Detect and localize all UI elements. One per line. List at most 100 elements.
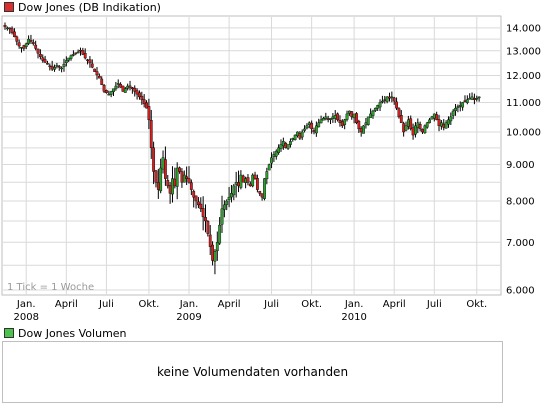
candle-body <box>324 116 328 119</box>
candle-body <box>100 78 104 85</box>
candle-body <box>251 174 255 187</box>
candle-body <box>388 96 391 99</box>
candle-body <box>281 141 285 147</box>
candle-body <box>225 200 229 205</box>
candle-body <box>197 201 200 206</box>
candle-body <box>10 28 14 34</box>
y-tick-label: 10.000 <box>506 127 541 138</box>
candle-body <box>145 102 148 109</box>
candle-body <box>149 120 153 149</box>
candle-body <box>38 53 42 57</box>
candle-body <box>140 95 144 100</box>
candle-body <box>138 92 141 98</box>
candle-body <box>109 91 113 95</box>
candle-body <box>329 118 332 120</box>
candle-body <box>359 128 363 133</box>
x-tick-label: April <box>218 299 241 310</box>
candle-body <box>159 167 163 192</box>
candle-body <box>102 85 106 92</box>
x-tick-label: Okt. <box>301 299 322 310</box>
candle-body <box>175 167 179 187</box>
candle-body <box>258 190 262 194</box>
candle-body <box>211 244 214 261</box>
candle-body <box>406 119 410 127</box>
candle-body <box>29 40 33 42</box>
candle-body <box>333 115 337 119</box>
candle-body <box>222 204 226 210</box>
candle-body <box>425 122 429 128</box>
candle-body <box>475 98 479 100</box>
candle-body <box>439 122 443 127</box>
candle-body <box>185 176 189 179</box>
x-tick-label: Jan. <box>344 299 364 310</box>
candle-body <box>416 122 420 128</box>
candle-body <box>50 65 54 70</box>
y-tick-label: 12.000 <box>506 71 541 82</box>
candle-body <box>392 97 396 102</box>
candle-body <box>473 98 476 100</box>
candle-body <box>55 65 59 67</box>
candle-body <box>90 63 94 68</box>
candle-body <box>428 119 431 124</box>
candle-body <box>444 122 448 129</box>
candle-body <box>5 27 9 30</box>
candle-body <box>451 110 455 116</box>
candle-body <box>454 107 457 111</box>
candle-body <box>173 178 177 187</box>
candle-body <box>277 147 281 153</box>
volume-chart-title: Dow Jones Volumen <box>18 326 127 340</box>
candle-body <box>244 178 248 183</box>
candle-body <box>458 105 462 107</box>
candle-body <box>246 177 250 183</box>
candle-body <box>449 116 453 122</box>
x-tick-label: Okt. <box>466 299 487 310</box>
candle-body <box>298 133 302 139</box>
no-volume-data-message: keine Volumendaten vorhanden <box>156 365 349 379</box>
candle-body <box>317 122 321 128</box>
candle-body <box>279 144 283 149</box>
candle-body <box>34 44 38 49</box>
candle-body <box>369 113 373 118</box>
x-axis: Jan. 2008 April Juli Okt. Jan. 2009 April Juli Ok… <box>14 299 488 323</box>
candle-body <box>338 120 342 124</box>
candle-body <box>152 147 156 172</box>
candle-body <box>142 99 146 105</box>
candle-body <box>199 203 203 210</box>
candle-body <box>296 131 299 136</box>
main-chart-legend: Dow Jones (DB Indikation) <box>4 0 161 14</box>
candle-body <box>293 134 297 140</box>
candle-body <box>286 144 290 149</box>
candle-body <box>421 129 424 133</box>
candle-body <box>86 59 89 61</box>
candle-body <box>130 87 134 89</box>
main-series-swatch <box>4 2 14 12</box>
candle-layer <box>3 22 481 275</box>
candle-body <box>107 93 111 96</box>
candle-body <box>154 170 158 183</box>
candle-body <box>418 124 422 130</box>
candle-body <box>366 116 370 125</box>
candle-body <box>43 59 47 63</box>
candle-body <box>437 119 441 127</box>
candle-body <box>260 193 264 198</box>
candle-body <box>126 85 130 89</box>
candle-body <box>36 48 40 54</box>
y-tick-label: 6.000 <box>506 286 535 297</box>
main-chart-title: Dow Jones (DB Indikation) <box>18 0 161 14</box>
candle-body <box>24 43 28 47</box>
candle-body <box>3 25 7 27</box>
candle-body <box>206 221 210 234</box>
candle-body <box>395 101 398 109</box>
candle-body <box>319 119 323 124</box>
y-tick-label: 9.000 <box>506 160 535 171</box>
candle-body <box>201 208 205 218</box>
x-tick-label: Okt. <box>139 299 160 310</box>
candle-body <box>41 57 45 61</box>
candle-body <box>305 125 309 129</box>
candle-body <box>64 60 68 64</box>
candle-body <box>435 114 439 121</box>
candle-body <box>270 157 273 164</box>
x-tick-label: Jan. <box>179 299 199 310</box>
candle-body <box>376 105 380 109</box>
candle-body <box>409 118 413 130</box>
